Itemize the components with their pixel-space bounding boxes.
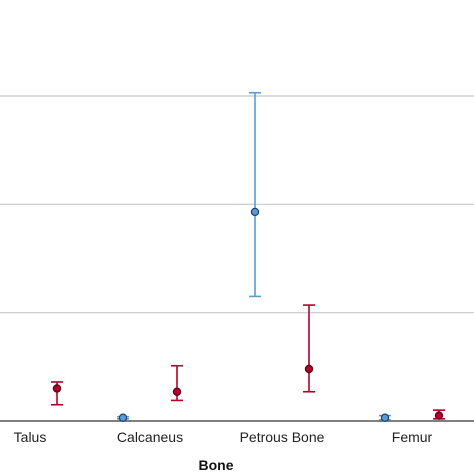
series-0-point-3 (379, 413, 391, 422)
mean-point (250, 207, 260, 217)
series-1-point-0 (51, 381, 63, 406)
x-tick-label-1: Calcaneus (117, 429, 183, 445)
x-tick-label-2: Petrous Bone (240, 429, 325, 445)
x-tick-label-3: Femur (392, 429, 433, 445)
x-tick-label-0: Talus (14, 429, 47, 445)
mean-point (380, 413, 390, 422)
series-1-point-3 (433, 409, 445, 420)
mean-point (304, 364, 314, 374)
gridlines (0, 95, 474, 314)
series-0-point-2 (249, 91, 261, 298)
x-axis-title: Bone (199, 457, 234, 473)
data-marks (51, 91, 445, 422)
mean-point (118, 413, 128, 422)
mean-point (434, 411, 444, 420)
mean-point (52, 384, 62, 393)
x-tick-labels: Talus Calcaneus Petrous Bone Femur (14, 429, 433, 445)
mean-point (172, 387, 182, 396)
series-1-point-1 (171, 364, 183, 402)
series-0-point-1 (117, 413, 129, 422)
series-1-point-2 (303, 304, 315, 393)
